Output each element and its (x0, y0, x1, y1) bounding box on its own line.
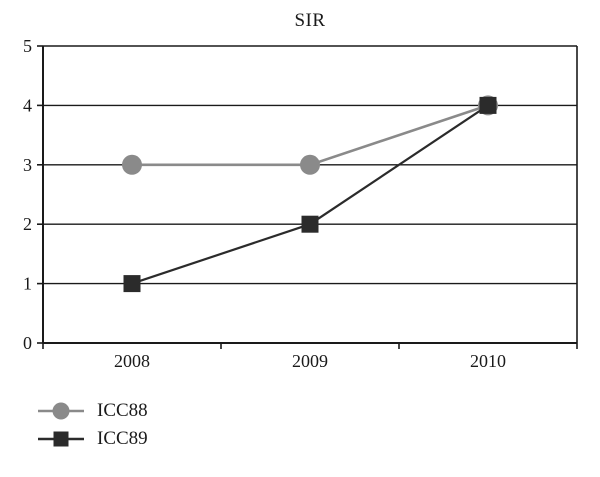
legend-circle (52, 402, 70, 420)
chart-title: SIR (294, 10, 326, 31)
legend-label: ICC89 (97, 428, 148, 449)
y-tick-label: 3 (23, 155, 32, 175)
series-line-icc89 (131, 104, 489, 285)
marker-icc89-2010 (479, 96, 497, 114)
marker-icc89-2009 (301, 215, 319, 233)
y-tick-label: 5 (23, 36, 32, 56)
marker-icc88-2009 (300, 154, 320, 175)
y-tick-label: 0 (23, 333, 32, 353)
x-tick-label: 2009 (292, 351, 328, 371)
y-tick-label: 4 (23, 95, 32, 115)
legend-item-icc88: ICC88 (36, 400, 148, 422)
marker-icc88-2008 (122, 154, 142, 175)
legend-label: ICC88 (97, 400, 148, 421)
y-tick-label: 1 (23, 274, 32, 294)
x-tick-label: 2010 (470, 351, 506, 371)
y-tick-label: 2 (23, 214, 32, 234)
chart-legend: ICC88 ICC89 (36, 400, 148, 450)
x-tick-label: 2008 (114, 351, 150, 371)
marker-icc89-2008 (123, 275, 141, 293)
legend-square (53, 431, 69, 447)
legend-item-icc89: ICC89 (36, 428, 148, 450)
circle-marker-icon (38, 402, 84, 420)
square-marker-icon (38, 431, 84, 447)
